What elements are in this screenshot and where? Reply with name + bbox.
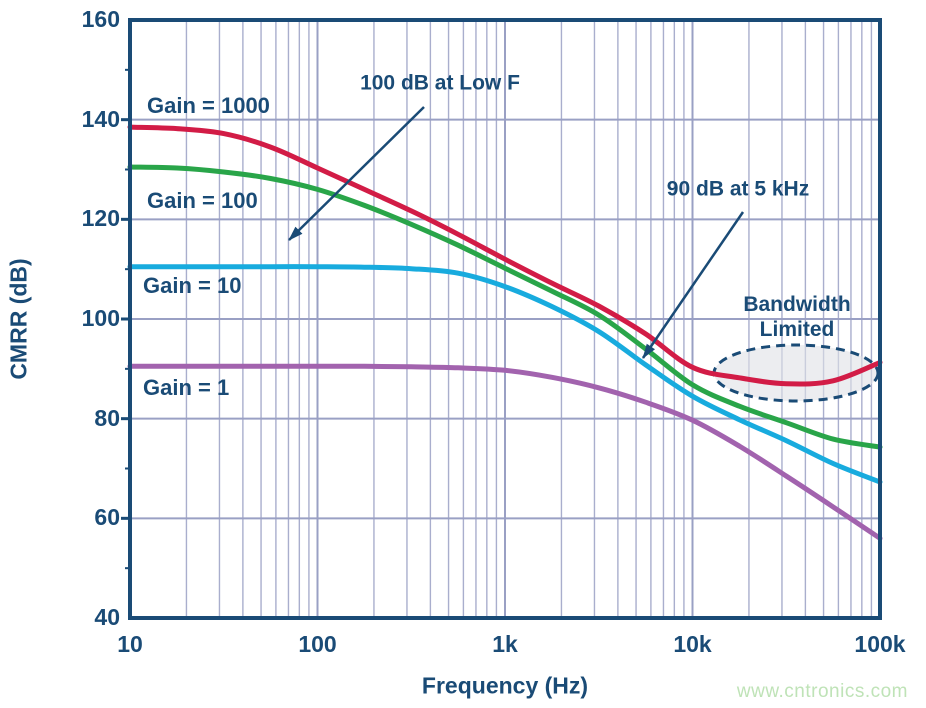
series-label-gain-1: Gain = 1 — [143, 375, 230, 400]
annotation-text-bandwidth-limited: Bandwidth Limited — [743, 292, 851, 341]
y-tick-label-160: 160 — [81, 5, 120, 32]
x-tick-label-100k: 100k — [854, 631, 906, 657]
curve-gain-100 — [127, 164, 883, 450]
x-axis-title: Frequency (Hz) — [421, 672, 589, 699]
y-tick-label-60: 60 — [94, 504, 120, 531]
x-tick-label-10k: 10k — [673, 631, 712, 657]
x-tick-label-10: 10 — [117, 631, 143, 657]
y-axis-title: CMRR (dB) — [5, 258, 32, 380]
watermark: www.cntronics.com — [736, 681, 908, 702]
grid-layer — [130, 20, 880, 618]
y-tick-label-40: 40 — [94, 603, 120, 630]
series-label-gain-1000: Gain = 1000 — [147, 93, 270, 118]
annotation-arrow-low-f — [288, 106, 425, 241]
series-label-gain-10: Gain = 10 — [143, 273, 242, 298]
annotation-text-low-f: 100 dB at Low F — [360, 71, 520, 95]
series-label-gain-100: Gain = 100 — [147, 188, 258, 213]
curve-gain-1 — [127, 363, 883, 541]
y-tick-label-140: 140 — [81, 105, 120, 132]
y-tick-label-80: 80 — [94, 404, 120, 431]
plot-border — [128, 18, 882, 620]
y-tick-label-100: 100 — [81, 304, 120, 331]
x-tick-label-1k: 1k — [492, 631, 518, 657]
annotation-text-5khz: 90 dB at 5 kHz — [666, 177, 810, 201]
annotation-arrow-5khz — [641, 211, 745, 359]
x-tick-label-100: 100 — [298, 631, 337, 657]
y-tick-label-120: 120 — [81, 205, 120, 232]
curve-gain-10 — [127, 264, 883, 485]
curve-gain-1000 — [127, 124, 883, 387]
